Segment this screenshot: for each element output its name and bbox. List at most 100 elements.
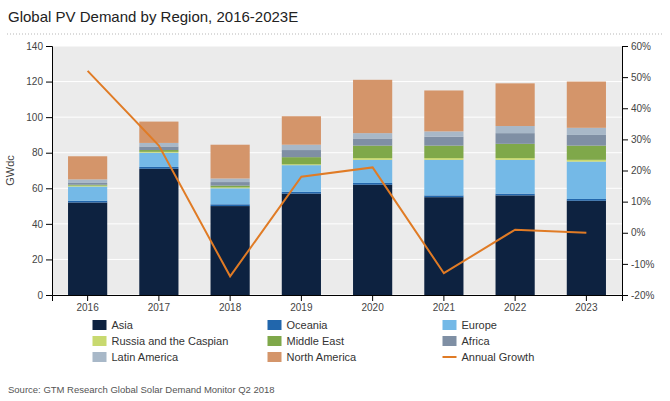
legend-item: Oceania <box>268 319 329 331</box>
plot-background <box>52 46 622 295</box>
axis-line <box>46 47 53 296</box>
tick-label: 2017 <box>148 302 171 313</box>
bar <box>282 116 321 144</box>
bar <box>567 201 606 295</box>
tick: 80 <box>32 147 52 158</box>
tick-label: -20% <box>631 290 654 301</box>
grid-line <box>52 223 622 224</box>
tick: 2019 <box>290 295 313 313</box>
tick-mark <box>46 153 52 154</box>
legend-item: Asia <box>93 319 134 331</box>
plot: 020406080100120140-20%-10%0%10%20%30%40%… <box>26 41 654 313</box>
bar <box>282 165 321 192</box>
bar-series <box>68 80 606 180</box>
tick-label: 40% <box>631 103 651 114</box>
bar <box>424 146 463 158</box>
tick: 0% <box>622 227 646 238</box>
tick-mark <box>586 295 587 301</box>
legend-label: Middle East <box>287 335 344 347</box>
axis-line <box>623 47 629 296</box>
tick-label: -10% <box>631 259 654 270</box>
bar <box>68 156 107 179</box>
tick-mark <box>46 259 52 260</box>
bar-series <box>68 144 606 188</box>
tick-label: 0% <box>631 227 646 238</box>
tick: 2023 <box>575 295 598 313</box>
tick-mark <box>46 188 52 189</box>
legend-swatch <box>93 336 107 346</box>
tick: 40% <box>622 103 651 114</box>
y2-axis: -20%-10%0%10%20%30%40%50%60% <box>622 41 654 301</box>
tick: 2022 <box>504 295 527 313</box>
bar <box>282 192 321 194</box>
tick-label: 140 <box>26 41 43 52</box>
bar <box>353 138 392 145</box>
grid-line <box>52 117 622 118</box>
tick-mark <box>622 264 628 265</box>
tick: 20 <box>32 254 52 265</box>
tick-label: 60% <box>631 41 651 52</box>
legend-item: Russia and the Caspian <box>93 335 229 347</box>
tick-mark <box>46 46 52 47</box>
grid-line <box>52 259 622 260</box>
bar <box>68 183 107 185</box>
tick-label: 2021 <box>433 302 456 313</box>
marks <box>68 71 606 295</box>
grid-line <box>52 46 622 47</box>
bar <box>353 133 392 138</box>
legend-swatch <box>443 356 457 358</box>
tick-label: 100 <box>26 112 43 123</box>
legend-swatch <box>93 352 107 362</box>
tick-mark <box>622 171 628 172</box>
legend-item: Annual Growth <box>443 351 535 363</box>
tick-mark <box>46 82 52 83</box>
line <box>88 71 587 276</box>
tick: 2018 <box>219 295 242 313</box>
bar <box>496 160 535 194</box>
bar <box>353 183 392 185</box>
bar <box>282 194 321 295</box>
tick: 10% <box>622 196 651 207</box>
grid-line <box>52 81 622 82</box>
bar <box>567 160 606 162</box>
tick-label: 0 <box>37 290 43 301</box>
tick-mark <box>622 202 628 203</box>
bar <box>68 201 107 203</box>
bar <box>68 203 107 295</box>
y-axis-title: GWdc <box>4 155 16 186</box>
tick-label: 80 <box>32 147 44 158</box>
bar <box>496 126 535 133</box>
tick: -10% <box>622 259 654 270</box>
tick-mark <box>515 295 516 301</box>
legend-swatch <box>443 320 457 330</box>
tick: 0 <box>37 290 52 301</box>
legend-swatch <box>268 352 282 362</box>
bar <box>424 160 463 196</box>
tick: 120 <box>26 76 52 87</box>
bar <box>282 157 321 164</box>
legend-swatch <box>93 320 107 330</box>
legend-label: Asia <box>112 319 134 331</box>
bar <box>496 144 535 158</box>
tick: 2020 <box>362 295 385 313</box>
legend: Asia Oceania Europe Russia and the Caspian M… <box>93 319 535 363</box>
bar <box>282 145 321 150</box>
bar <box>353 146 392 158</box>
tick-mark <box>622 77 628 78</box>
legend-item: Africa <box>443 335 491 347</box>
legend-swatch <box>268 336 282 346</box>
bar <box>211 186 250 188</box>
tick-label: 2020 <box>362 302 385 313</box>
legend-label: Russia and the Caspian <box>112 335 229 347</box>
legend-item: Middle East <box>268 335 344 347</box>
bar <box>424 158 463 160</box>
bar <box>139 150 178 152</box>
legend-item: Latin America <box>93 351 180 363</box>
x-axis: 20162017201820192020202120222023 <box>53 295 623 313</box>
bar <box>424 197 463 295</box>
legend-label: Europe <box>462 319 497 331</box>
bar <box>424 137 463 146</box>
bar <box>424 131 463 136</box>
bar <box>353 185 392 295</box>
legend-label: Africa <box>462 335 491 347</box>
